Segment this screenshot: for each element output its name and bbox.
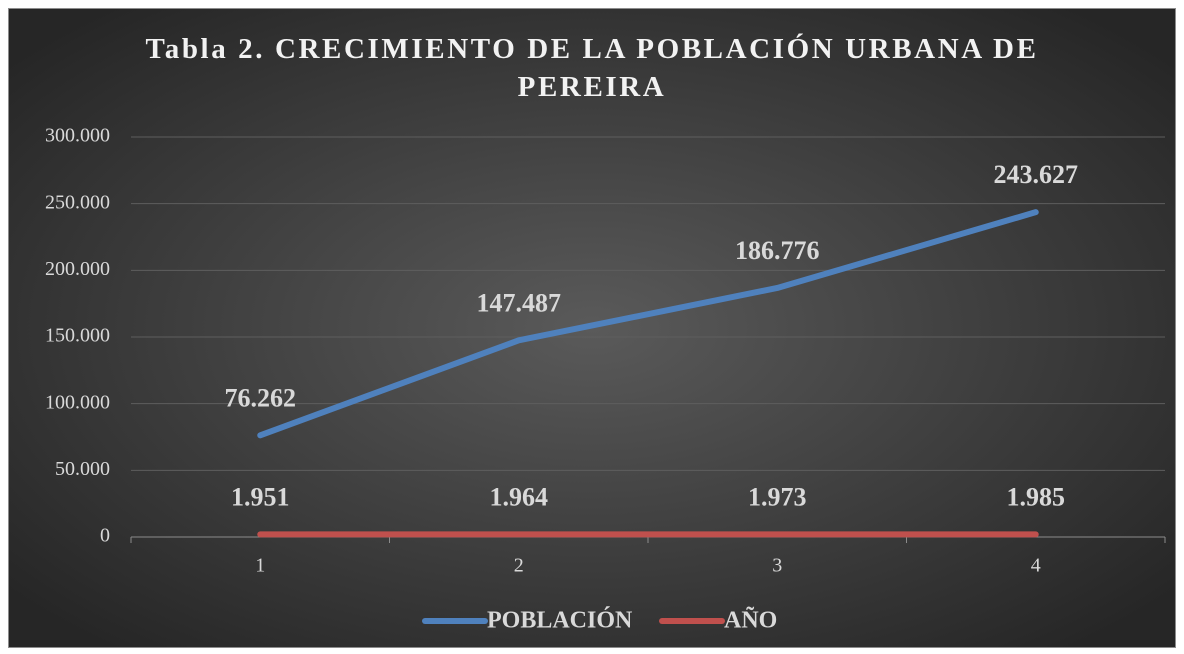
y-tick-label: 250.000	[45, 191, 110, 213]
y-tick-label: 0	[100, 525, 110, 547]
x-tick-label: 1	[255, 555, 265, 577]
y-tick-label: 100.000	[45, 391, 110, 413]
y-tick-label: 200.000	[45, 258, 110, 280]
legend-label: AÑO	[724, 608, 777, 634]
y-tick-label: 50.000	[55, 458, 110, 480]
data-label: 1.985	[1007, 482, 1066, 511]
data-label: 1.973	[748, 482, 807, 511]
data-label: 186.776	[735, 236, 820, 265]
x-tick-label: 4	[1031, 555, 1041, 577]
data-label: 76.262	[225, 383, 297, 412]
data-label: 243.627	[994, 160, 1079, 189]
line-series	[257, 209, 1039, 439]
x-tick-label: 2	[514, 555, 524, 577]
chart-title: Tabla 2. CRECIMIENTO DE LA POBLACIÓN URB…	[145, 33, 1039, 103]
y-tick-label: 300.000	[45, 125, 110, 147]
data-label: 147.487	[477, 288, 562, 317]
data-label: 1.964	[490, 482, 549, 511]
y-tick-label: 150.000	[45, 325, 110, 347]
data-label: 1.951	[231, 482, 290, 511]
x-tick-label: 3	[772, 555, 782, 577]
legend-label: POBLACIÓN	[487, 607, 633, 634]
